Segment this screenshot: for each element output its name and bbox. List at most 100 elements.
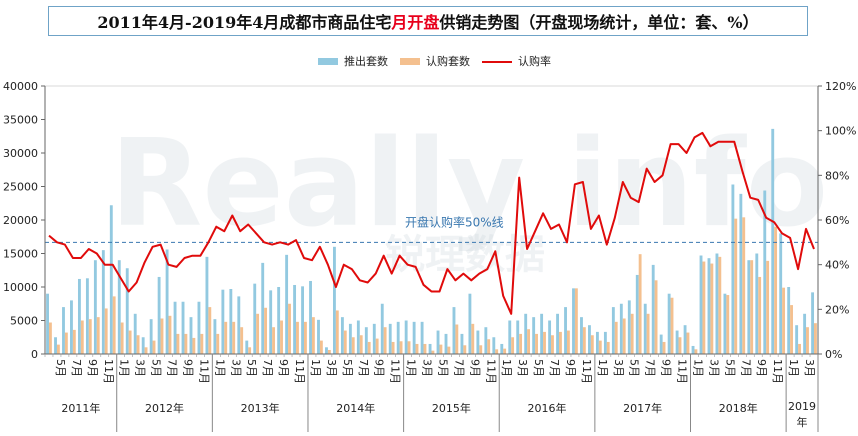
bar-sales bbox=[503, 348, 507, 354]
bar-supply bbox=[715, 253, 719, 354]
bar-supply bbox=[181, 301, 185, 354]
bar-sales bbox=[240, 327, 244, 354]
bar-sales bbox=[439, 344, 443, 354]
bar-sales bbox=[678, 337, 682, 354]
bar-sales bbox=[622, 318, 626, 354]
bar-supply bbox=[564, 307, 567, 354]
bar-supply bbox=[125, 268, 129, 354]
chart-title-highlight: 月开盘 bbox=[391, 13, 440, 32]
bar-sales bbox=[256, 313, 260, 354]
bar-sales bbox=[319, 340, 323, 354]
bar-sales bbox=[670, 297, 674, 354]
y-left-tick-label: 25000 bbox=[3, 181, 38, 194]
y-right-tick-label: 60% bbox=[825, 214, 849, 227]
bar-sales bbox=[590, 335, 594, 354]
bar-supply bbox=[253, 283, 257, 354]
chart-title-part1: 2011年4月-2019年4月成都市商品住宅 bbox=[97, 13, 392, 32]
bar-supply bbox=[333, 246, 336, 354]
bar-sales bbox=[535, 333, 538, 354]
bar-supply bbox=[101, 250, 105, 354]
bar-supply bbox=[540, 313, 544, 354]
bar-supply bbox=[356, 320, 360, 354]
bar-supply bbox=[619, 303, 623, 354]
bar-sales bbox=[566, 330, 570, 354]
bar-sales bbox=[782, 287, 786, 354]
x-month-label: 3月 bbox=[134, 359, 147, 377]
bar-supply bbox=[205, 256, 209, 354]
bar-supply bbox=[117, 260, 121, 354]
bar-supply bbox=[548, 320, 552, 354]
x-month-label: 11月 bbox=[771, 359, 784, 384]
bar-sales bbox=[272, 327, 275, 354]
bar-sales bbox=[335, 310, 339, 354]
bar-supply bbox=[787, 287, 791, 354]
x-month-label: 9月 bbox=[277, 359, 290, 377]
reference-line-group: 开盘认购率50%线 bbox=[45, 214, 818, 243]
x-month-label: 5月 bbox=[532, 359, 545, 377]
bar-supply bbox=[348, 323, 352, 354]
bar-sales bbox=[614, 321, 618, 354]
bar-sales bbox=[519, 333, 523, 354]
year-label: 2018年 bbox=[719, 401, 758, 415]
bar-sales bbox=[598, 340, 602, 354]
bar-supply bbox=[277, 287, 281, 354]
y-right-tick-label: 0% bbox=[825, 348, 842, 361]
bar-supply bbox=[229, 289, 233, 354]
bar-sales bbox=[758, 276, 762, 354]
bar-supply bbox=[643, 303, 647, 354]
bar-sales bbox=[176, 333, 180, 354]
year-label: 2016年 bbox=[528, 401, 567, 415]
bar-sales bbox=[415, 343, 419, 354]
bar-supply bbox=[484, 327, 488, 354]
bar-sales bbox=[662, 341, 666, 354]
bar-sales bbox=[359, 335, 363, 354]
bar-sales bbox=[582, 327, 586, 354]
bar-sales bbox=[248, 347, 252, 354]
bar-sales bbox=[686, 332, 690, 354]
x-month-label: 1月 bbox=[309, 359, 322, 377]
bar-sales bbox=[399, 341, 403, 354]
bar-supply bbox=[173, 301, 177, 354]
legend: 推出套数 认购套数 认购率 bbox=[318, 54, 551, 68]
bar-supply bbox=[603, 331, 607, 354]
bar-supply bbox=[468, 293, 472, 354]
bar-supply bbox=[221, 289, 225, 354]
bar-supply bbox=[444, 333, 448, 354]
year-label: 2014年 bbox=[336, 401, 375, 415]
bar-supply bbox=[436, 330, 440, 354]
x-month-label: 3月 bbox=[612, 359, 625, 377]
x-month-label: 1月 bbox=[405, 359, 418, 377]
bar-sales bbox=[790, 305, 793, 354]
bar-supply bbox=[508, 320, 512, 354]
y-right-tick-label: 100% bbox=[825, 125, 856, 138]
bar-sales bbox=[351, 337, 355, 354]
bar-sales bbox=[104, 308, 108, 354]
bar-supply bbox=[667, 293, 671, 354]
year-label: 2015年 bbox=[432, 401, 471, 415]
bar-supply bbox=[317, 319, 320, 354]
bar-sales bbox=[774, 226, 778, 354]
bar-supply bbox=[109, 205, 113, 354]
x-month-label: 3月 bbox=[516, 359, 529, 377]
x-month-label: 1月 bbox=[692, 359, 705, 377]
bar-sales bbox=[479, 345, 483, 354]
bar-supply bbox=[699, 255, 703, 354]
x-month-label: 11月 bbox=[484, 359, 497, 384]
bars bbox=[46, 128, 817, 354]
bar-sales bbox=[407, 341, 411, 354]
bar-supply bbox=[420, 321, 424, 354]
bar-sales bbox=[96, 317, 100, 354]
bar-sales bbox=[144, 347, 148, 354]
bar-supply bbox=[165, 249, 169, 354]
bar-sales bbox=[280, 320, 283, 354]
x-month-label: 5月 bbox=[54, 359, 67, 377]
y-left-tick-label: 30000 bbox=[3, 147, 38, 160]
bar-sales bbox=[750, 260, 754, 354]
bar-sales bbox=[136, 335, 140, 354]
bar-sales bbox=[383, 327, 387, 354]
bar-sales bbox=[343, 330, 347, 354]
year-label-suffix: 年 bbox=[797, 415, 808, 429]
bar-supply bbox=[763, 190, 767, 354]
bar-sales bbox=[710, 263, 714, 354]
